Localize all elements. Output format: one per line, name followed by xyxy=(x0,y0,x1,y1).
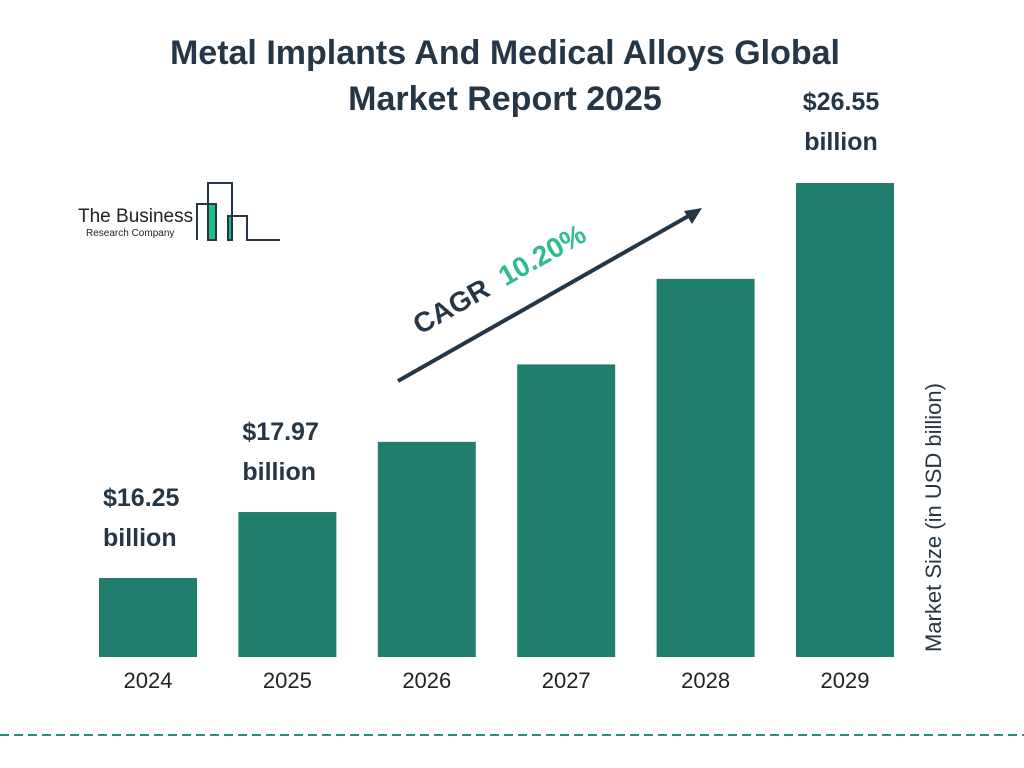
cagr-annotation: CAGR 10.20% xyxy=(397,208,702,383)
title-line-1: Metal Implants And Medical Alloys Global xyxy=(169,34,841,72)
logo-bar-icon xyxy=(207,204,216,240)
logo-line-1: The Business xyxy=(78,206,193,227)
cagr-arrowhead-icon xyxy=(684,208,702,224)
bar-2029 xyxy=(796,183,894,657)
data-label: billion xyxy=(804,128,878,156)
x-tick-label: 2029 xyxy=(821,668,870,693)
chart-title: Metal Implants And Medical Alloys Global… xyxy=(0,30,1010,122)
x-tick-label: 2024 xyxy=(124,668,173,693)
title-line-2: Market Report 2025 xyxy=(348,80,662,118)
data-label: $26.55 xyxy=(803,88,880,116)
bar-2028 xyxy=(656,278,755,657)
bar-2025 xyxy=(238,512,337,657)
x-tick-label: 2026 xyxy=(402,668,451,693)
logo-skyline-icon xyxy=(196,182,280,241)
data-label: billion xyxy=(242,458,316,486)
bar-2024 xyxy=(99,578,197,657)
x-tick-label: 2027 xyxy=(542,668,591,693)
x-tick-label: 2025 xyxy=(263,668,312,693)
data-label: $17.97 xyxy=(242,418,318,446)
cagr-label: CAGR xyxy=(408,273,495,341)
y-axis-label: Market Size (in USD billion) xyxy=(921,383,946,652)
logo: The Business Research Company xyxy=(78,182,280,241)
cagr-arrow-line xyxy=(397,212,693,383)
bar-2026 xyxy=(377,441,476,657)
logo-line-2: Research Company xyxy=(86,228,174,239)
bar-2027 xyxy=(517,364,616,657)
data-label: $16.25 xyxy=(103,484,180,512)
data-label: billion xyxy=(103,524,177,552)
x-tick-label: 2028 xyxy=(681,668,730,693)
logo-bar-icon xyxy=(228,216,233,240)
